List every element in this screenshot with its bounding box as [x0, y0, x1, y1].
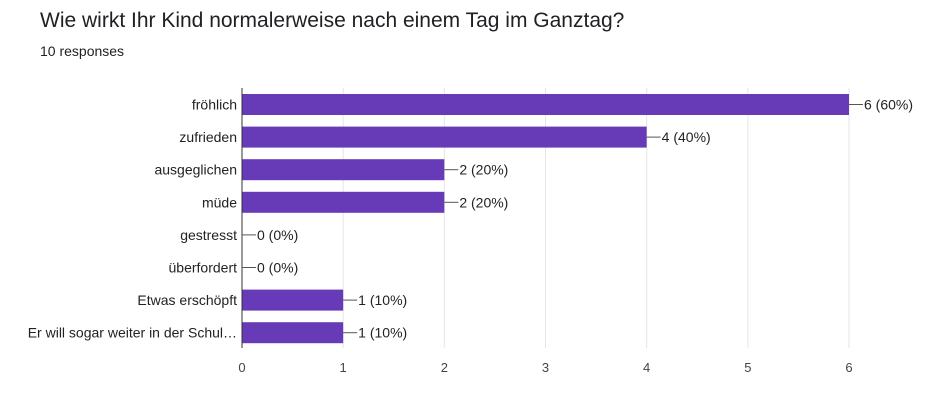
- category-label: zufrieden: [179, 129, 237, 145]
- response-count: 10 responses: [40, 43, 125, 59]
- chart-title: Wie wirkt Ihr Kind normalerweise nach ei…: [40, 9, 625, 32]
- category-label: müde: [202, 194, 237, 210]
- category-label: fröhlich: [192, 97, 237, 113]
- value-label: 4 (40%): [662, 129, 711, 145]
- bar: [242, 289, 344, 311]
- value-label: 2 (20%): [459, 194, 508, 210]
- value-label: 1 (10%): [358, 325, 407, 341]
- x-tick-label: 1: [340, 360, 347, 375]
- x-tick-label: 0: [238, 360, 245, 375]
- category-label: überfordert: [169, 260, 238, 276]
- category-label: Etwas erschöpft: [137, 292, 237, 308]
- value-label: 6 (60%): [864, 97, 913, 113]
- value-label: 2 (20%): [459, 162, 508, 178]
- x-tick-label: 2: [441, 360, 448, 375]
- value-label: 0 (0%): [257, 227, 298, 243]
- value-label: 1 (10%): [358, 292, 407, 308]
- x-tick-label: 3: [542, 360, 549, 375]
- bar: [242, 94, 849, 115]
- category-label: Er will sogar weiter in der Schul…: [28, 325, 237, 341]
- bars: [242, 94, 849, 344]
- value-label: 0 (0%): [257, 260, 298, 276]
- category-label: gestresst: [180, 227, 237, 243]
- category-label: ausgeglichen: [154, 162, 237, 178]
- bar: [242, 191, 445, 213]
- x-tick-label: 6: [845, 360, 852, 375]
- bar: [242, 322, 344, 344]
- bar: [242, 159, 445, 181]
- x-tick-label: 4: [643, 360, 650, 375]
- x-tick-label: 5: [744, 360, 751, 375]
- bar: [242, 126, 647, 148]
- labels: 0 1 2 3 4 5 6 fröhlich 6 (60%) zufrieden 4 (40%) au…: [28, 97, 913, 376]
